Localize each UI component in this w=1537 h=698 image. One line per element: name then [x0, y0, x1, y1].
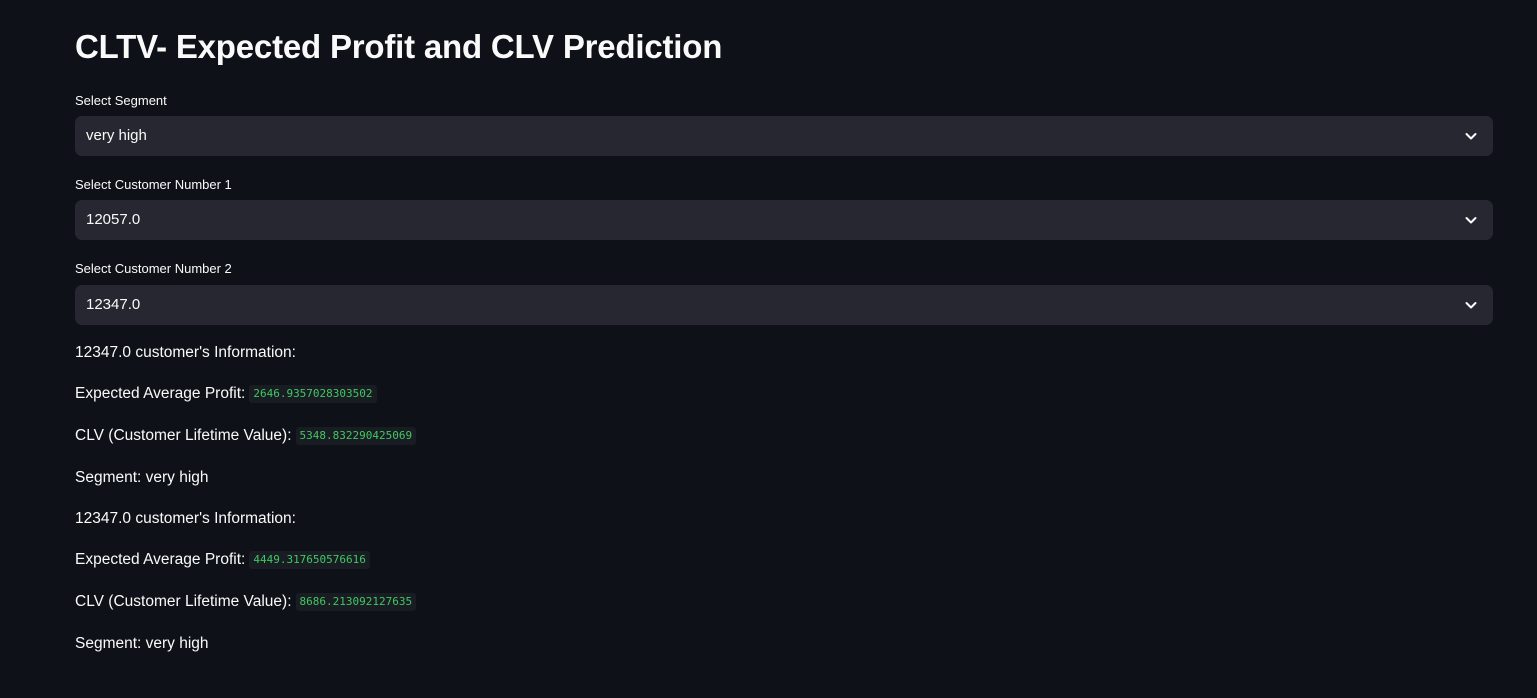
customer-1-select[interactable]: 12057.0 — [75, 200, 1493, 240]
expected-profit-value: 4449.317650576616 — [249, 551, 370, 569]
clv-line: CLV (Customer Lifetime Value): 8686.2130… — [75, 593, 417, 611]
clv-label: CLV (Customer Lifetime Value): — [75, 427, 292, 444]
expected-profit-line: Expected Average Profit: 2646.9357028303… — [75, 385, 377, 403]
customer-2-select[interactable]: 12347.0 — [75, 285, 1493, 325]
chevron-down-icon[interactable] — [1463, 212, 1479, 228]
segment-select-label: Select Segment — [75, 93, 167, 108]
segment-text: Segment: very high — [75, 469, 209, 486]
customer-info-header: 12347.0 customer's Information: — [75, 510, 296, 527]
expected-profit-label: Expected Average Profit: — [75, 385, 246, 402]
expected-profit-line: Expected Average Profit: 4449.3176505766… — [75, 551, 370, 569]
customer-1-select-value: 12057.0 — [86, 211, 141, 228]
expected-profit-label: Expected Average Profit: — [75, 551, 246, 568]
customer-info-header: 12347.0 customer's Information: — [75, 344, 296, 361]
customer-2-select-label: Select Customer Number 2 — [75, 261, 232, 276]
chevron-down-icon[interactable] — [1463, 128, 1479, 144]
clv-line: CLV (Customer Lifetime Value): 5348.8322… — [75, 427, 417, 445]
segment-text: Segment: very high — [75, 635, 209, 652]
segment-select-value: very high — [86, 127, 147, 144]
customer-2-select-value: 12347.0 — [86, 296, 141, 313]
clv-value: 5348.832290425069 — [295, 427, 417, 445]
expected-profit-value: 2646.9357028303502 — [249, 385, 377, 403]
clv-value: 8686.213092127635 — [295, 593, 417, 611]
customer-1-select-label: Select Customer Number 1 — [75, 177, 232, 192]
page-title: CLTV- Expected Profit and CLV Prediction — [75, 28, 723, 65]
chevron-down-icon[interactable] — [1463, 297, 1479, 313]
segment-select[interactable]: very high — [75, 116, 1493, 156]
clv-label: CLV (Customer Lifetime Value): — [75, 593, 292, 610]
